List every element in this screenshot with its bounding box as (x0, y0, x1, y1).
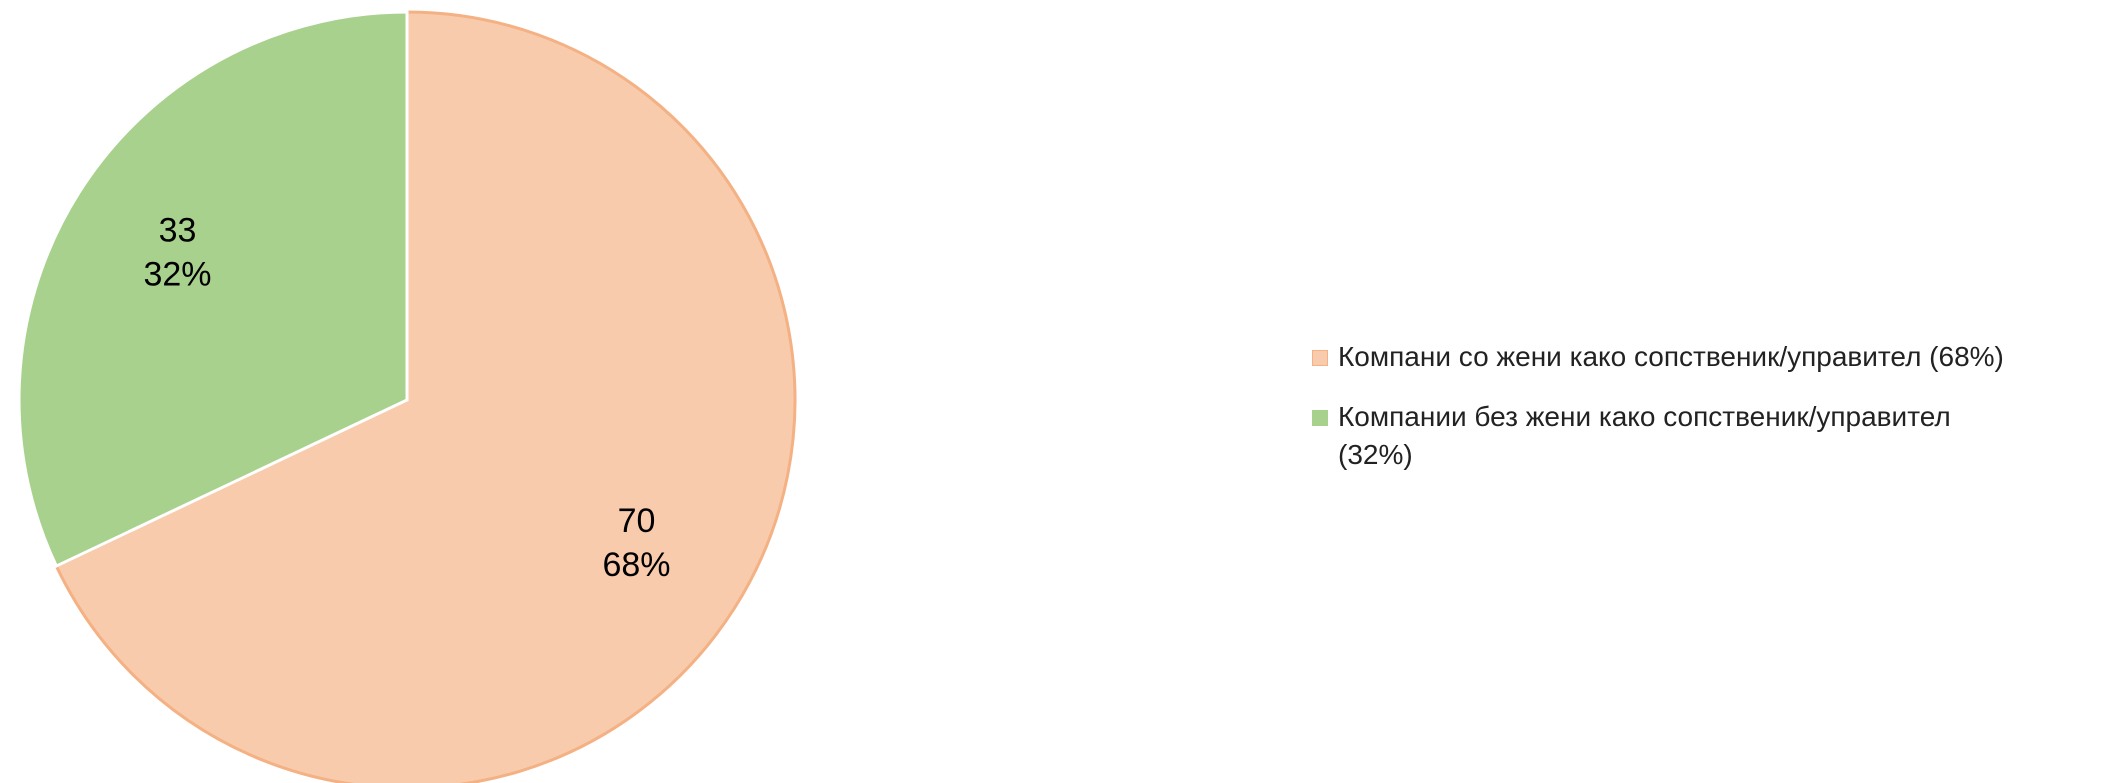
legend-item: Компании без жени како сопственик/управи… (1312, 398, 2012, 474)
legend-item: Компани со жени како сопственик/управите… (1312, 338, 2012, 376)
data-label: 70 (618, 502, 656, 540)
data-label: 33 (159, 212, 197, 250)
legend-swatch (1312, 410, 1328, 426)
pie-slice (54, 10, 797, 783)
legend-label: Компани со жени како сопственик/управите… (1338, 341, 2004, 372)
percent-label: 32% (143, 256, 211, 294)
percent-label: 68% (602, 546, 670, 584)
legend-label: Компании без жени како сопственик/управи… (1338, 401, 1951, 470)
legend: Компани со жени како сопственик/управите… (1312, 338, 2012, 496)
pie-slice (17, 10, 409, 569)
legend-swatch (1312, 350, 1328, 366)
